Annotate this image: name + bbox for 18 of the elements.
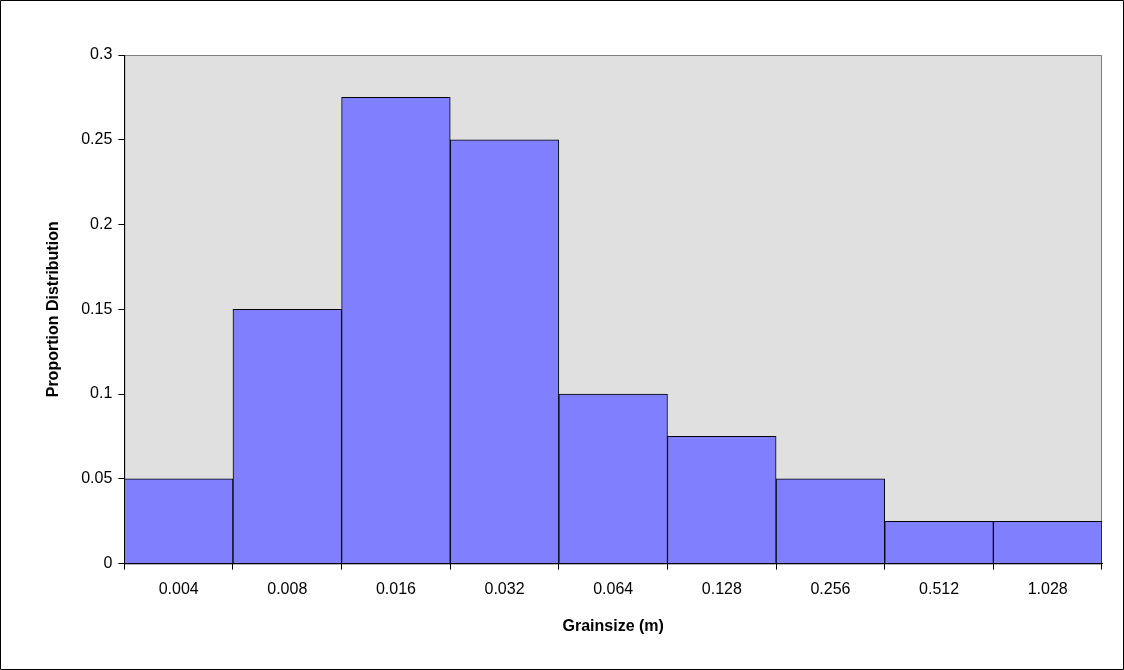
y-tick-label: 0.25 <box>81 130 113 148</box>
x-tick-label: 0.512 <box>919 579 960 597</box>
x-axis-title: Grainsize (m) <box>562 616 664 634</box>
y-tick-label: 0.1 <box>90 384 113 402</box>
x-tick-label: 0.004 <box>158 579 199 597</box>
x-tick-label: 0.064 <box>593 579 634 597</box>
x-tick-label: 0.128 <box>701 579 742 597</box>
y-axis-title: Proportion Distribution <box>44 221 62 398</box>
x-tick-label: 1.028 <box>1027 579 1068 597</box>
y-tick-label: 0.05 <box>81 469 113 487</box>
y-tick-label: 0.2 <box>90 214 113 232</box>
x-tick-label: 0.016 <box>375 579 417 597</box>
x-tick-label: 0.032 <box>484 579 525 597</box>
y-tick-label: 0.15 <box>81 299 113 317</box>
y-tick-label: 0 <box>103 554 113 572</box>
x-tick-label: 0.256 <box>810 579 851 597</box>
x-tick-label: 0.008 <box>267 579 308 597</box>
y-tick-label: 0.3 <box>90 45 113 63</box>
